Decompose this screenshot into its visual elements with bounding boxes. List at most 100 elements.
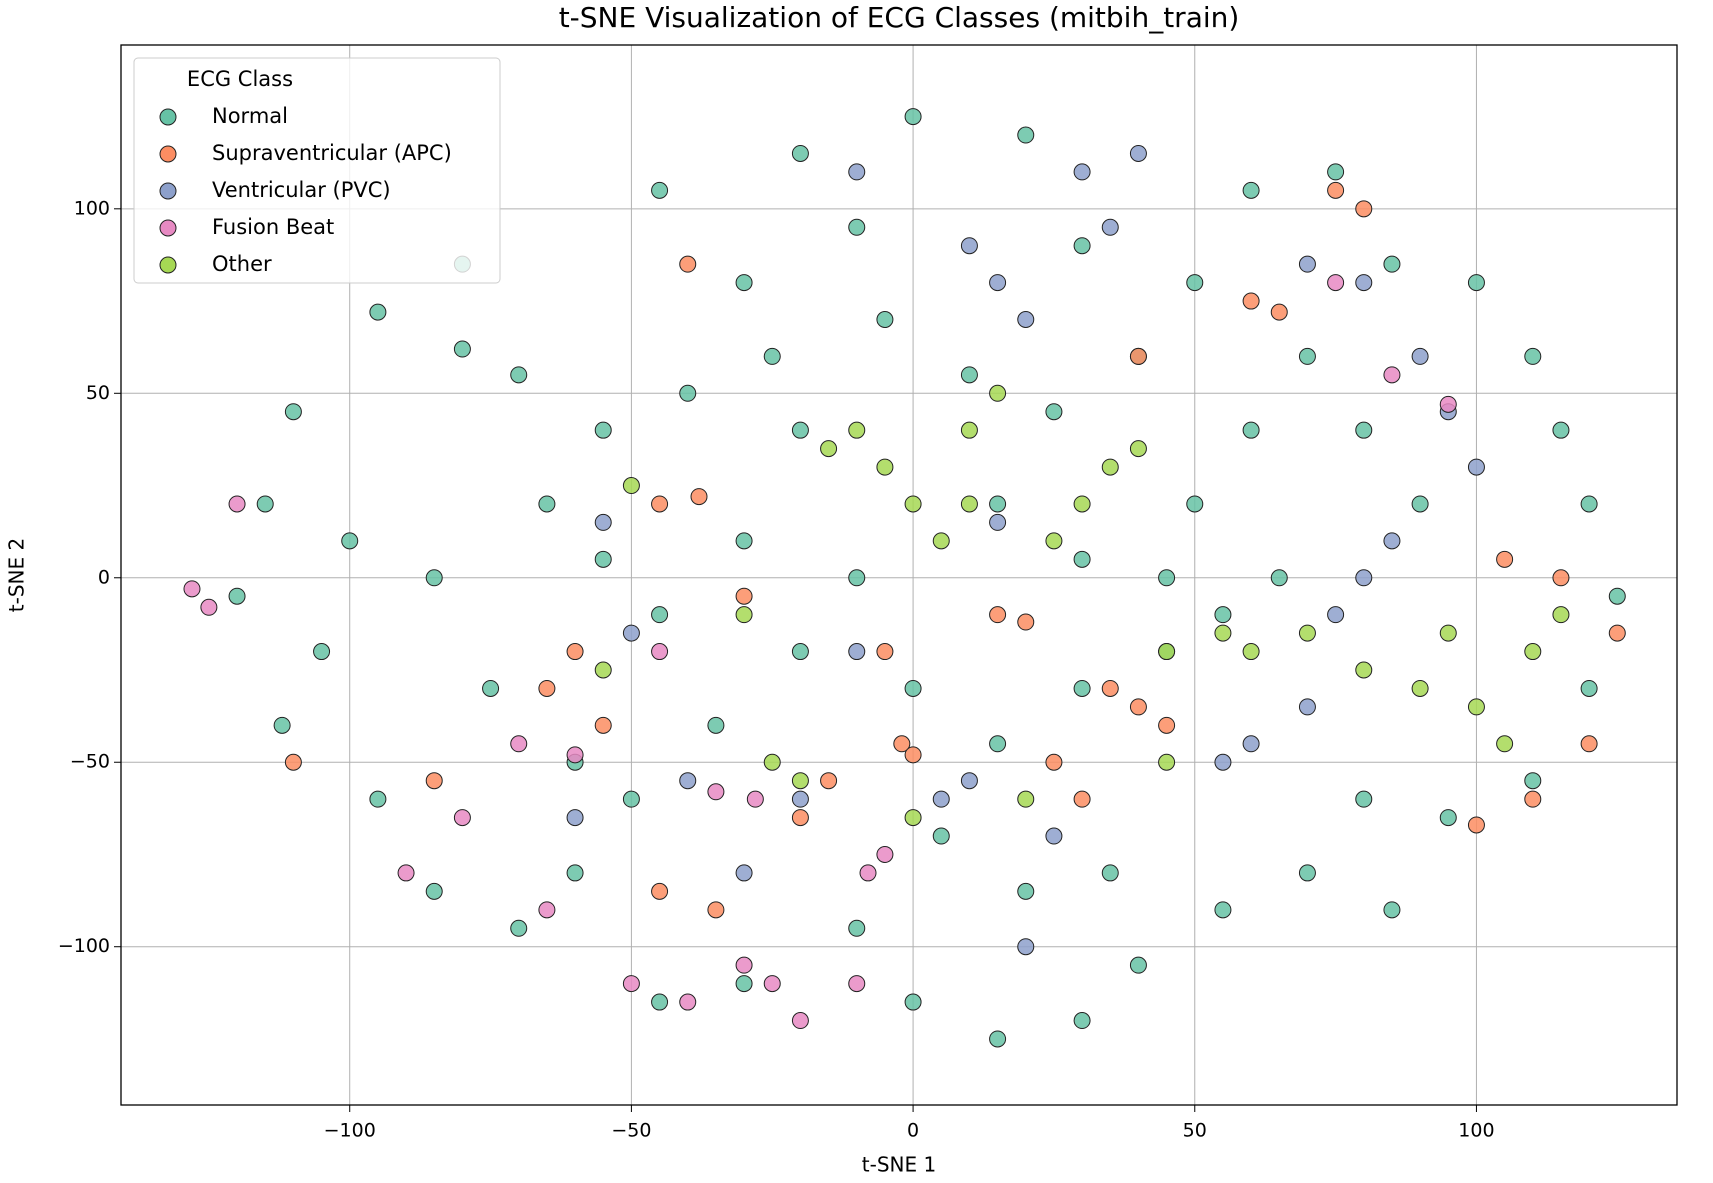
point (1017, 613, 1035, 631)
point (791, 1012, 809, 1030)
point (200, 598, 218, 616)
point (1327, 181, 1345, 199)
legend-label: Normal (212, 104, 288, 128)
point (746, 790, 764, 808)
point (1045, 753, 1063, 771)
point (566, 746, 584, 764)
point (1355, 790, 1373, 808)
point (932, 827, 950, 845)
point (1383, 901, 1401, 919)
point (820, 440, 838, 458)
point (594, 661, 612, 679)
point (735, 587, 753, 605)
point (848, 919, 866, 937)
point (960, 237, 978, 255)
point (1439, 395, 1457, 413)
point (256, 495, 274, 513)
series (594, 384, 1570, 827)
point (651, 882, 669, 900)
point (1158, 753, 1176, 771)
legend-label: Supraventricular (APC) (212, 141, 452, 165)
point (341, 532, 359, 550)
y-tick-label: 0 (98, 566, 110, 588)
point (848, 218, 866, 236)
point (1073, 237, 1091, 255)
point (1580, 495, 1598, 513)
point (1129, 698, 1147, 716)
point (876, 458, 894, 476)
point (1496, 735, 1514, 753)
point (791, 421, 809, 439)
point (1242, 735, 1260, 753)
point (960, 421, 978, 439)
legend-marker (159, 108, 177, 126)
point (1101, 679, 1119, 697)
point (876, 845, 894, 863)
point (1411, 347, 1429, 365)
point (1383, 255, 1401, 273)
point (1101, 218, 1119, 236)
point (1580, 735, 1598, 753)
y-tick-label: −50 (70, 751, 110, 773)
point (763, 347, 781, 365)
series (284, 181, 1626, 919)
point (1214, 624, 1232, 642)
point (594, 550, 612, 568)
point (1383, 366, 1401, 384)
legend-box (133, 57, 501, 284)
point (932, 790, 950, 808)
point (369, 790, 387, 808)
point (1298, 624, 1316, 642)
point (566, 643, 584, 661)
point (989, 513, 1007, 531)
point (313, 643, 331, 661)
point (538, 679, 556, 697)
point (369, 303, 387, 321)
point (1242, 181, 1260, 199)
point (848, 643, 866, 661)
point (735, 975, 753, 993)
point (848, 975, 866, 993)
point (1158, 569, 1176, 587)
point (1411, 679, 1429, 697)
point (1439, 624, 1457, 642)
point (989, 495, 1007, 513)
x-tick-label: 50 (1183, 1120, 1207, 1142)
point (679, 255, 697, 273)
legend-label: Other (212, 252, 272, 276)
point (1439, 809, 1457, 827)
point (1355, 421, 1373, 439)
point (791, 144, 809, 162)
point (1298, 255, 1316, 273)
y-tick-label: 100 (74, 197, 110, 219)
point (1383, 532, 1401, 550)
point (791, 643, 809, 661)
point (735, 956, 753, 974)
point (594, 716, 612, 734)
point (679, 772, 697, 790)
point (1467, 458, 1485, 476)
point (1298, 698, 1316, 716)
point (510, 366, 528, 384)
point (453, 340, 471, 358)
point (1045, 532, 1063, 550)
point (1327, 163, 1345, 181)
point (651, 606, 669, 624)
point (1608, 624, 1626, 642)
point (989, 384, 1007, 402)
point (1045, 827, 1063, 845)
point (904, 746, 922, 764)
point (791, 772, 809, 790)
point (707, 901, 725, 919)
point (1101, 458, 1119, 476)
point (960, 495, 978, 513)
point (594, 421, 612, 439)
legend-marker (159, 182, 177, 200)
point (1214, 606, 1232, 624)
point (904, 679, 922, 697)
point (1073, 495, 1091, 513)
point (183, 580, 201, 598)
x-tick-label: 100 (1458, 1120, 1494, 1142)
point (538, 901, 556, 919)
point (622, 477, 640, 495)
